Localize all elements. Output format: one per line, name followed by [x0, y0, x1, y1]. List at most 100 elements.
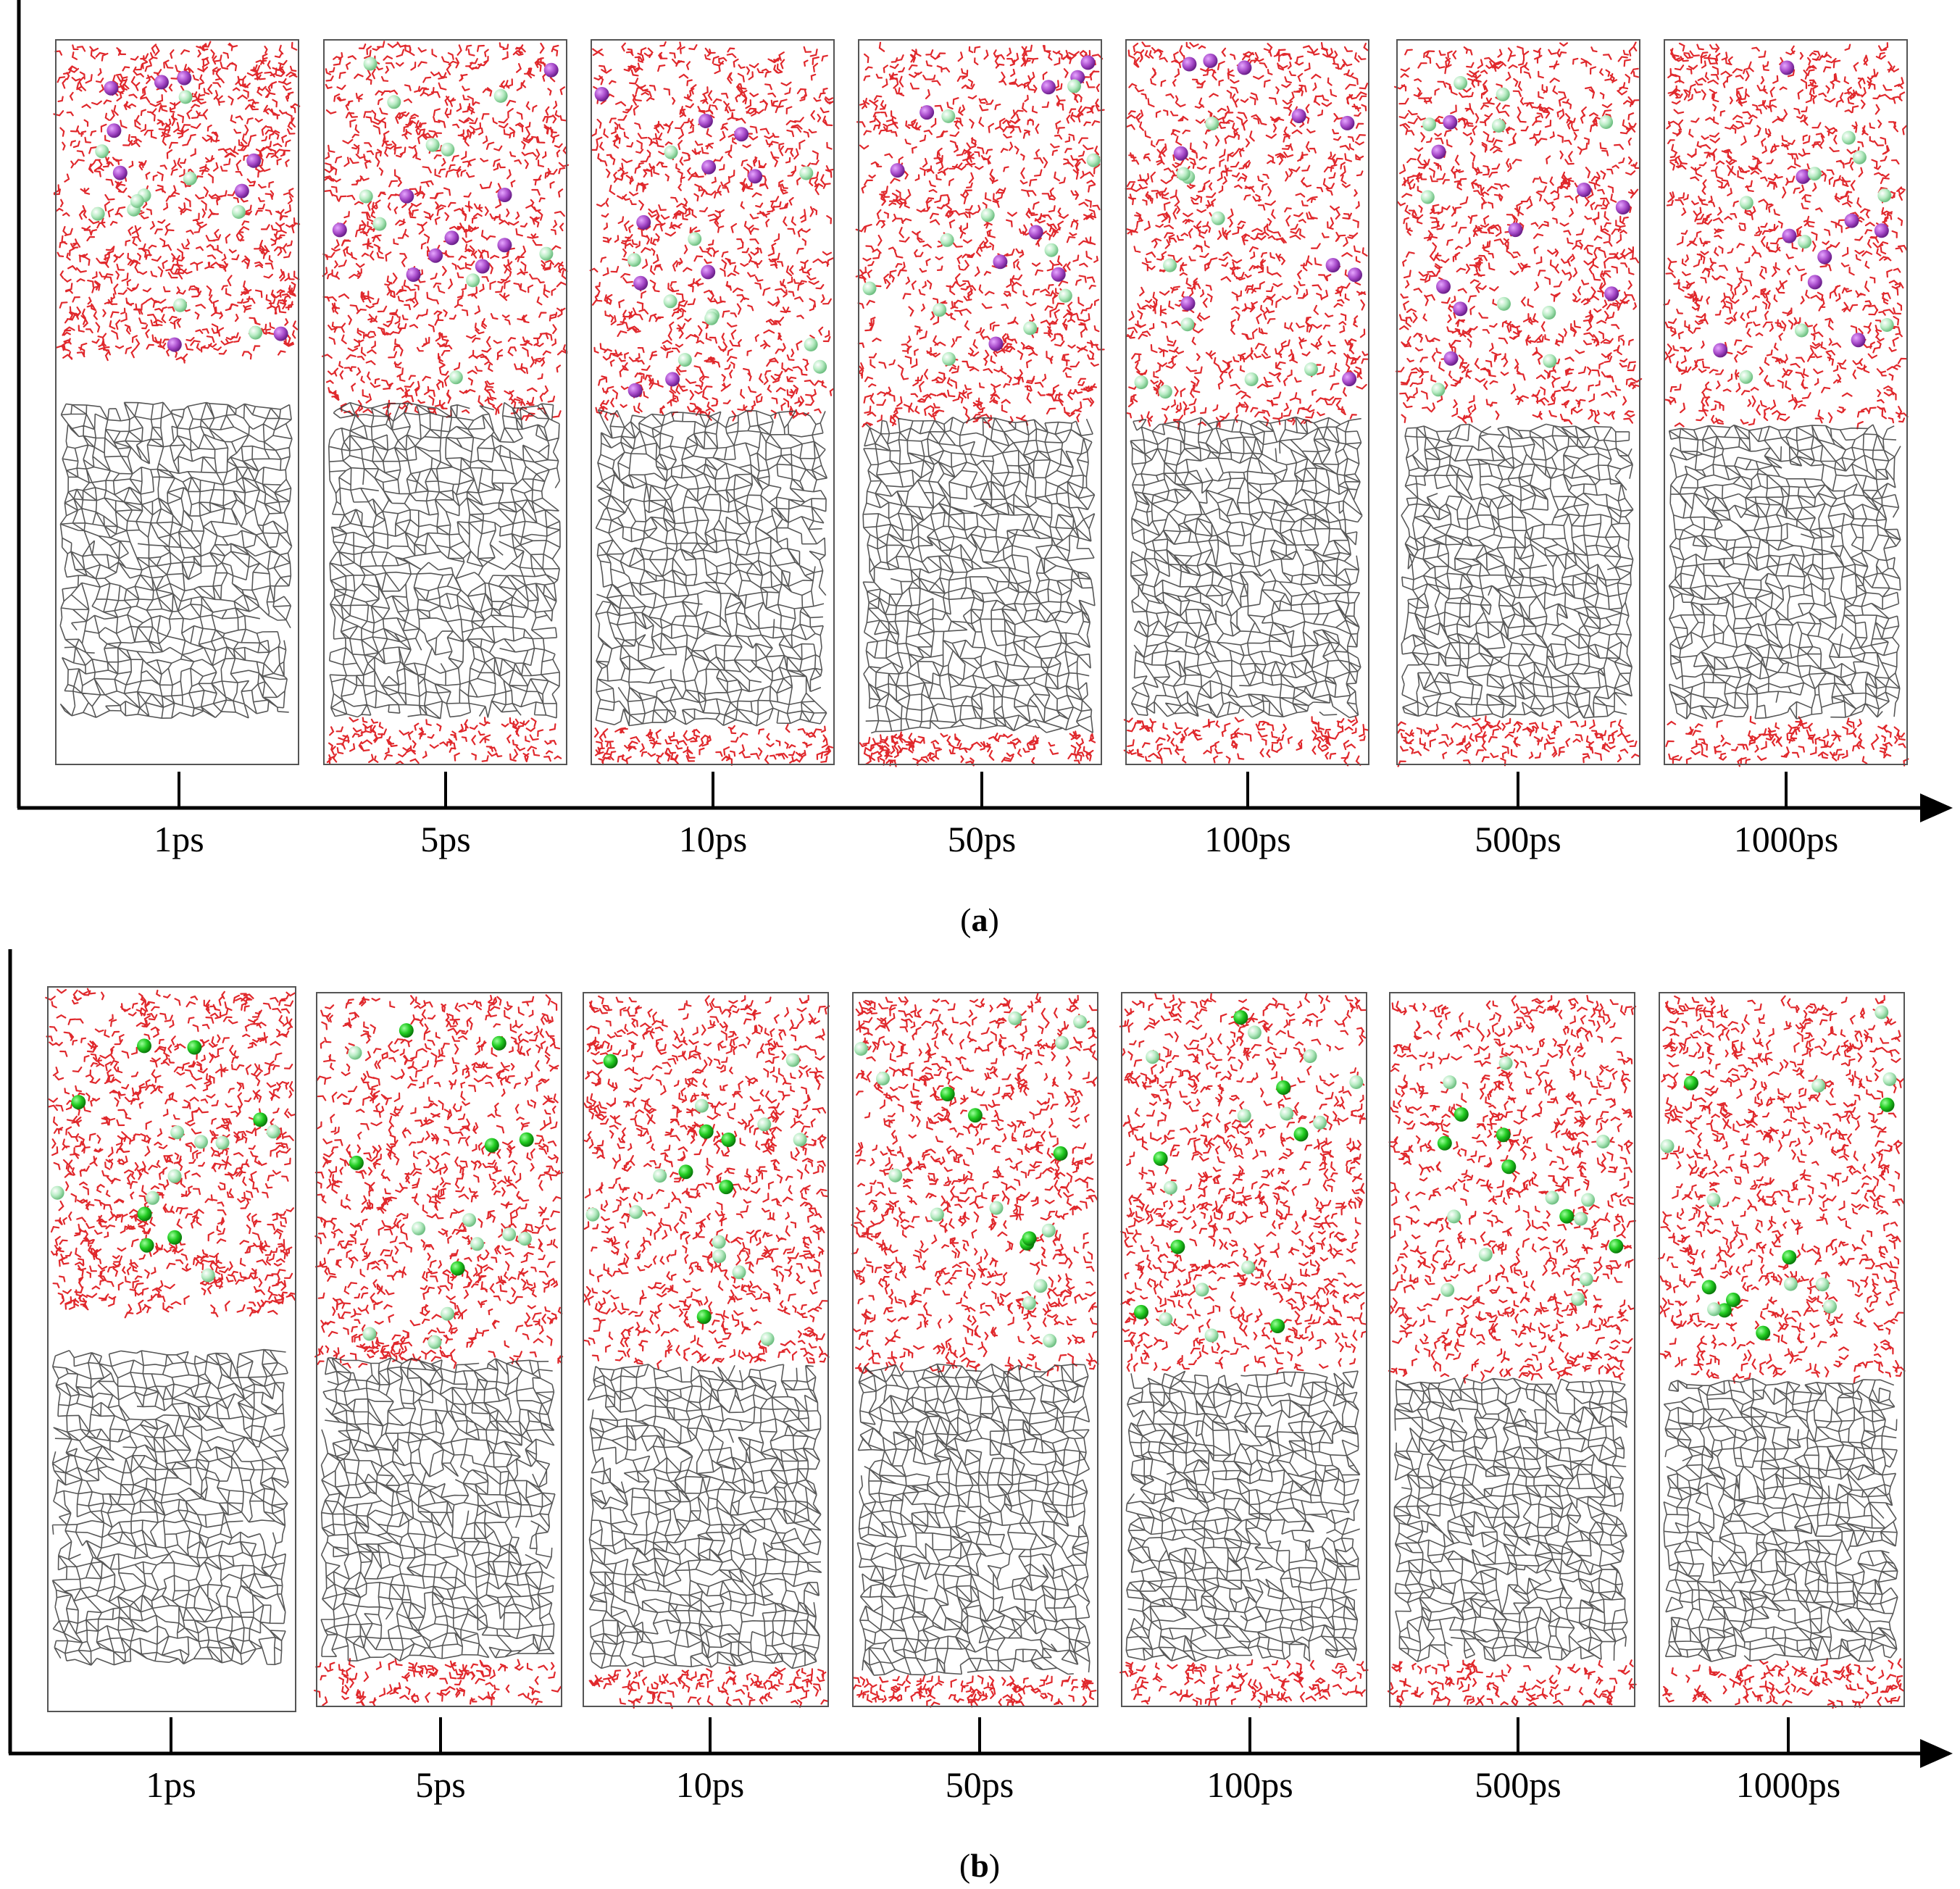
snapshot-box-b-7 — [1658, 992, 1906, 1709]
cation-sphere — [1170, 1239, 1185, 1254]
cation-sphere — [1340, 115, 1355, 130]
cation-sphere — [1182, 57, 1197, 72]
anion-sphere — [732, 1265, 746, 1280]
time-label-a-2: 5ps — [420, 819, 470, 859]
anion-sphere — [425, 138, 440, 152]
anion-sphere — [688, 232, 702, 246]
anion-sphere — [1205, 117, 1219, 130]
snapshot-box-b-6 — [1387, 992, 1637, 1708]
cation-sphere — [1501, 1159, 1517, 1175]
anion-sphere — [441, 142, 455, 157]
cation-sphere — [1615, 200, 1630, 214]
simulation-box-border — [1121, 992, 1367, 1707]
simulation-box-border — [323, 39, 567, 765]
polymer-region — [1125, 1370, 1361, 1662]
polymer-region — [1663, 1377, 1898, 1662]
cation-sphere — [1851, 333, 1866, 348]
water-region — [53, 41, 301, 364]
cation-sphere — [1437, 1135, 1452, 1151]
water-region — [1658, 995, 1906, 1709]
anion-sphere — [1478, 1248, 1493, 1262]
polymer-region — [328, 401, 561, 720]
cation-sphere — [696, 1309, 712, 1325]
anion-sphere — [1706, 1193, 1721, 1207]
time-label-a-4: 50ps — [948, 819, 1016, 859]
cation-sphere — [137, 1206, 152, 1222]
anion-sphere — [1349, 1075, 1364, 1089]
time-label-b-2: 5ps — [415, 1764, 465, 1805]
cation-sphere — [1717, 1303, 1732, 1318]
ions — [1134, 1010, 1364, 1343]
cation-sphere — [627, 383, 643, 398]
water-region — [851, 992, 1099, 1708]
cation-sphere — [444, 230, 459, 246]
anion-sphere — [493, 88, 508, 103]
cation-sphere — [1604, 286, 1619, 301]
anion-sphere — [1596, 1135, 1610, 1148]
cation-sphere — [137, 1038, 151, 1054]
polymer-region — [587, 1364, 822, 1669]
cation-sphere — [104, 80, 119, 96]
ions — [332, 57, 559, 385]
anion-sphere — [1073, 1014, 1088, 1029]
anion-sphere — [1739, 370, 1753, 384]
cation-sphere — [1325, 258, 1340, 272]
cation-sphere — [349, 1155, 364, 1170]
time-label-b-6: 500ps — [1475, 1764, 1561, 1805]
cation-sphere — [273, 326, 288, 341]
anion-sphere — [1811, 1078, 1826, 1093]
anion-sphere — [712, 1249, 727, 1264]
cation-sphere — [665, 372, 680, 387]
anion-sphere — [1313, 1115, 1327, 1130]
anion-sphere — [785, 1053, 800, 1067]
time-label-b-4: 50ps — [946, 1764, 1014, 1805]
ions — [50, 1038, 280, 1283]
cation-sphere — [701, 159, 717, 175]
simulation-box-border — [47, 986, 296, 1712]
anion-sphere — [1420, 190, 1435, 204]
simulation-box-border — [316, 992, 562, 1707]
anion-sphere — [1159, 1312, 1173, 1327]
cation-sphere — [187, 1040, 202, 1055]
anion-sphere — [167, 1169, 182, 1183]
cation-sphere — [543, 62, 559, 78]
snapshot-box-a-7 — [1663, 39, 1909, 767]
polymer-region — [59, 401, 293, 719]
anion-sphere — [183, 171, 197, 185]
cation-sphere — [107, 123, 122, 138]
anion-sphere — [359, 189, 373, 204]
anion-sphere — [1823, 1299, 1837, 1314]
snapshot-box-a-5 — [1123, 39, 1369, 767]
anion-sphere — [449, 370, 463, 385]
anion-sphere — [942, 351, 956, 366]
time-label-a-3: 10ps — [679, 819, 747, 859]
anion-sphere — [1422, 117, 1437, 132]
cation-sphere — [1780, 60, 1795, 75]
anion-sphere — [989, 1201, 1004, 1215]
anion-sphere — [466, 273, 480, 288]
panel-a: 1ps 5ps 10ps 50ps 100ps 500ps 1000ps (a) — [17, 0, 1953, 938]
simulation-box-border — [1664, 39, 1908, 765]
snapshot-box-b-4 — [851, 992, 1099, 1708]
anion-sphere — [1498, 1056, 1513, 1070]
time-label-b-5: 100ps — [1206, 1764, 1293, 1805]
polymer-region — [1393, 1377, 1628, 1663]
anion-sphere — [1211, 211, 1225, 225]
caption-a: (a) — [960, 901, 999, 938]
anion-sphere — [146, 1190, 160, 1205]
anion-sphere — [1163, 1180, 1177, 1195]
anion-sphere — [1067, 79, 1081, 93]
snapshot-boxes-a — [53, 39, 1909, 767]
cation-sphere — [1577, 183, 1592, 197]
simulation-box-border — [55, 39, 299, 765]
anion-sphere — [653, 1169, 667, 1183]
polymer-region — [51, 1348, 289, 1666]
anion-sphere — [372, 217, 387, 231]
anion-sphere — [249, 325, 263, 340]
anion-sphere — [629, 1205, 643, 1219]
anion-sphere — [888, 1168, 903, 1183]
anion-sphere — [1852, 150, 1867, 164]
cation-sphere — [919, 105, 935, 120]
anion-sphere — [1447, 1209, 1461, 1224]
